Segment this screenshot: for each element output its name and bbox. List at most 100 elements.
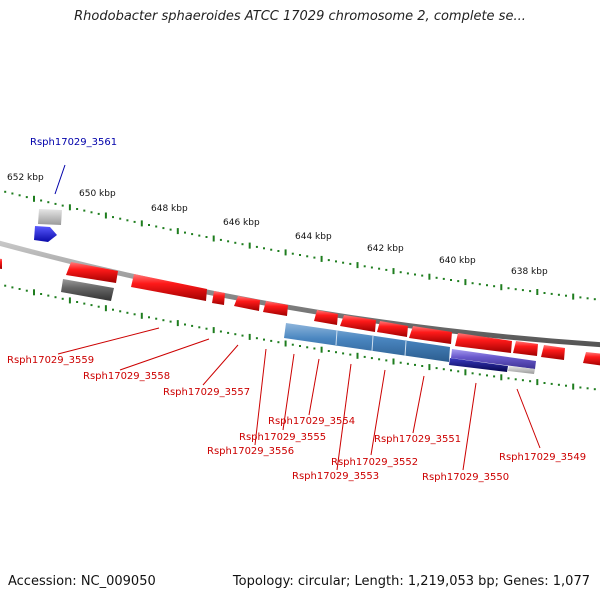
map-title: Rhodobacter sphaeroides ATCC 17029 chrom… <box>74 9 526 24</box>
gene-boundary <box>335 329 338 346</box>
scale-tick-minor <box>277 250 280 252</box>
gene-boundary <box>404 340 407 357</box>
scale-tick-minor <box>579 296 582 299</box>
gene-feature-purple[interactable] <box>451 349 536 369</box>
scale-tick-minor <box>47 201 50 204</box>
scale-tick-minor <box>97 212 100 215</box>
tick-label-650: 650 kbp <box>79 189 116 199</box>
gene-label-rsph17029-3554[interactable]: Rsph17029_3554 <box>268 416 355 427</box>
scale-tick-minor <box>342 352 345 355</box>
gene-label-rsph17029-3557[interactable]: Rsph17029_3557 <box>163 387 250 398</box>
scale-tick-minor <box>335 260 337 263</box>
scale-tick-minor <box>83 302 86 305</box>
gene-label-rsph17029-3561[interactable]: Rsph17029_3561 <box>30 137 117 148</box>
scale-tick-minor <box>4 284 7 287</box>
gene-label-rsph17029-3551[interactable]: Rsph17029_3551 <box>374 434 461 445</box>
scale-tick-major <box>392 358 395 365</box>
scale-tick-minor <box>586 387 589 390</box>
scale-tick-minor <box>521 379 524 382</box>
gene-feature-red[interactable] <box>583 352 600 366</box>
scale-tick-minor <box>277 341 280 344</box>
scale-tick-minor <box>227 240 230 243</box>
gene-feature-rsph17029-3559[interactable] <box>66 262 118 283</box>
gene-feature-rsph17029-3552[interactable] <box>377 321 408 337</box>
scale-track-outer <box>4 190 596 301</box>
scale-tick-minor <box>406 362 409 365</box>
scale-tick-minor <box>61 204 64 207</box>
gene-feature-rsph17029-3556[interactable] <box>234 296 260 311</box>
scale-tick-major <box>428 273 431 280</box>
scale-tick-major <box>33 289 35 296</box>
scale-tick-major <box>248 242 251 249</box>
gene-label-rsph17029-3550[interactable]: Rsph17029_3550 <box>422 472 509 483</box>
gene-label-rsph17029-3556[interactable]: Rsph17029_3556 <box>207 446 294 457</box>
scale-tick-major <box>176 320 179 327</box>
gene-feature-rsph17029-3551[interactable] <box>409 326 452 344</box>
scale-tick-major <box>356 352 359 359</box>
gene-feature-light-gray[interactable] <box>38 209 62 225</box>
scale-tick-minor <box>90 211 93 214</box>
gene-feature-rsph17029-3555[interactable] <box>263 301 288 316</box>
gene-feature-navy[interactable] <box>449 358 508 372</box>
tick-label-640: 640 kbp <box>439 256 476 266</box>
gene-feature-blue[interactable] <box>284 323 450 362</box>
leader-line <box>308 358 320 416</box>
gene-feature-rsph17029-3553[interactable] <box>340 315 376 332</box>
tick-label-648: 648 kbp <box>151 204 188 214</box>
gene-feature-rsph17029-3558[interactable] <box>131 274 207 301</box>
scale-tick-minor <box>565 294 567 297</box>
gene-feature-gray[interactable] <box>61 279 114 301</box>
scale-tick-minor <box>119 217 122 220</box>
leader-line <box>254 348 267 446</box>
scale-tick-minor <box>593 298 596 301</box>
scale-tick-minor <box>198 326 201 329</box>
scale-tick-minor <box>18 194 21 197</box>
scale-tick-minor <box>227 331 230 334</box>
scale-tick-major <box>140 220 143 227</box>
gene-feature-rsph17029-3561[interactable] <box>34 226 57 242</box>
scale-tick-major <box>284 249 287 256</box>
gene-feature-rsph17029-3549[interactable] <box>513 341 538 356</box>
scale-tick-minor <box>148 316 150 319</box>
gene-label-rsph17029-3549[interactable]: Rsph17029_3549 <box>499 452 586 463</box>
gene-feature-light-gray[interactable] <box>508 366 535 374</box>
scale-tick-minor <box>126 311 129 314</box>
scale-tick-minor <box>54 202 57 205</box>
scale-tick-minor <box>457 280 460 283</box>
gene-label-rsph17029-3559[interactable]: Rsph17029_3559 <box>7 355 94 366</box>
scale-tick-minor <box>306 255 309 258</box>
gene-feature-red[interactable] <box>541 345 565 360</box>
gene-label-rsph17029-3558[interactable]: Rsph17029_3558 <box>83 371 170 382</box>
gene-label-rsph17029-3553[interactable]: Rsph17029_3553 <box>292 471 379 482</box>
gene-feature-rsph17029-3557[interactable] <box>212 291 225 305</box>
scale-tick-minor <box>399 271 402 274</box>
scale-tick-minor <box>234 333 237 336</box>
leader-line-highlight <box>54 164 66 195</box>
scale-tick-minor <box>450 279 452 281</box>
scale-tick-minor <box>198 234 201 237</box>
scale-tick-minor <box>83 209 86 212</box>
scale-tick-minor <box>565 384 567 387</box>
scale-tick-major <box>320 255 323 262</box>
scale-tick-minor <box>327 259 330 262</box>
gene-feature-rsph17029-3550[interactable] <box>455 333 512 353</box>
scale-tick-minor <box>471 372 474 375</box>
scale-tick-minor <box>414 363 416 366</box>
leader-line <box>370 369 386 456</box>
scale-tick-minor <box>291 252 294 255</box>
scale-tick-minor <box>550 382 553 385</box>
leader-line <box>119 338 210 371</box>
scale-tick-minor <box>191 324 194 327</box>
scale-tick-minor <box>112 308 114 311</box>
gene-feature-rsph17029-3554[interactable] <box>314 310 338 325</box>
leader-line <box>462 382 477 471</box>
gene-feature-red[interactable] <box>0 258 2 269</box>
gene-label-rsph17029-3555[interactable]: Rsph17029_3555 <box>239 432 326 443</box>
scale-tick-minor <box>169 228 172 231</box>
scale-tick-minor <box>543 292 546 294</box>
gene-label-rsph17029-3552[interactable]: Rsph17029_3552 <box>331 457 418 468</box>
tick-label-642: 642 kbp <box>367 244 404 254</box>
scale-tick-minor <box>133 220 136 223</box>
scale-tick-minor <box>370 266 373 269</box>
